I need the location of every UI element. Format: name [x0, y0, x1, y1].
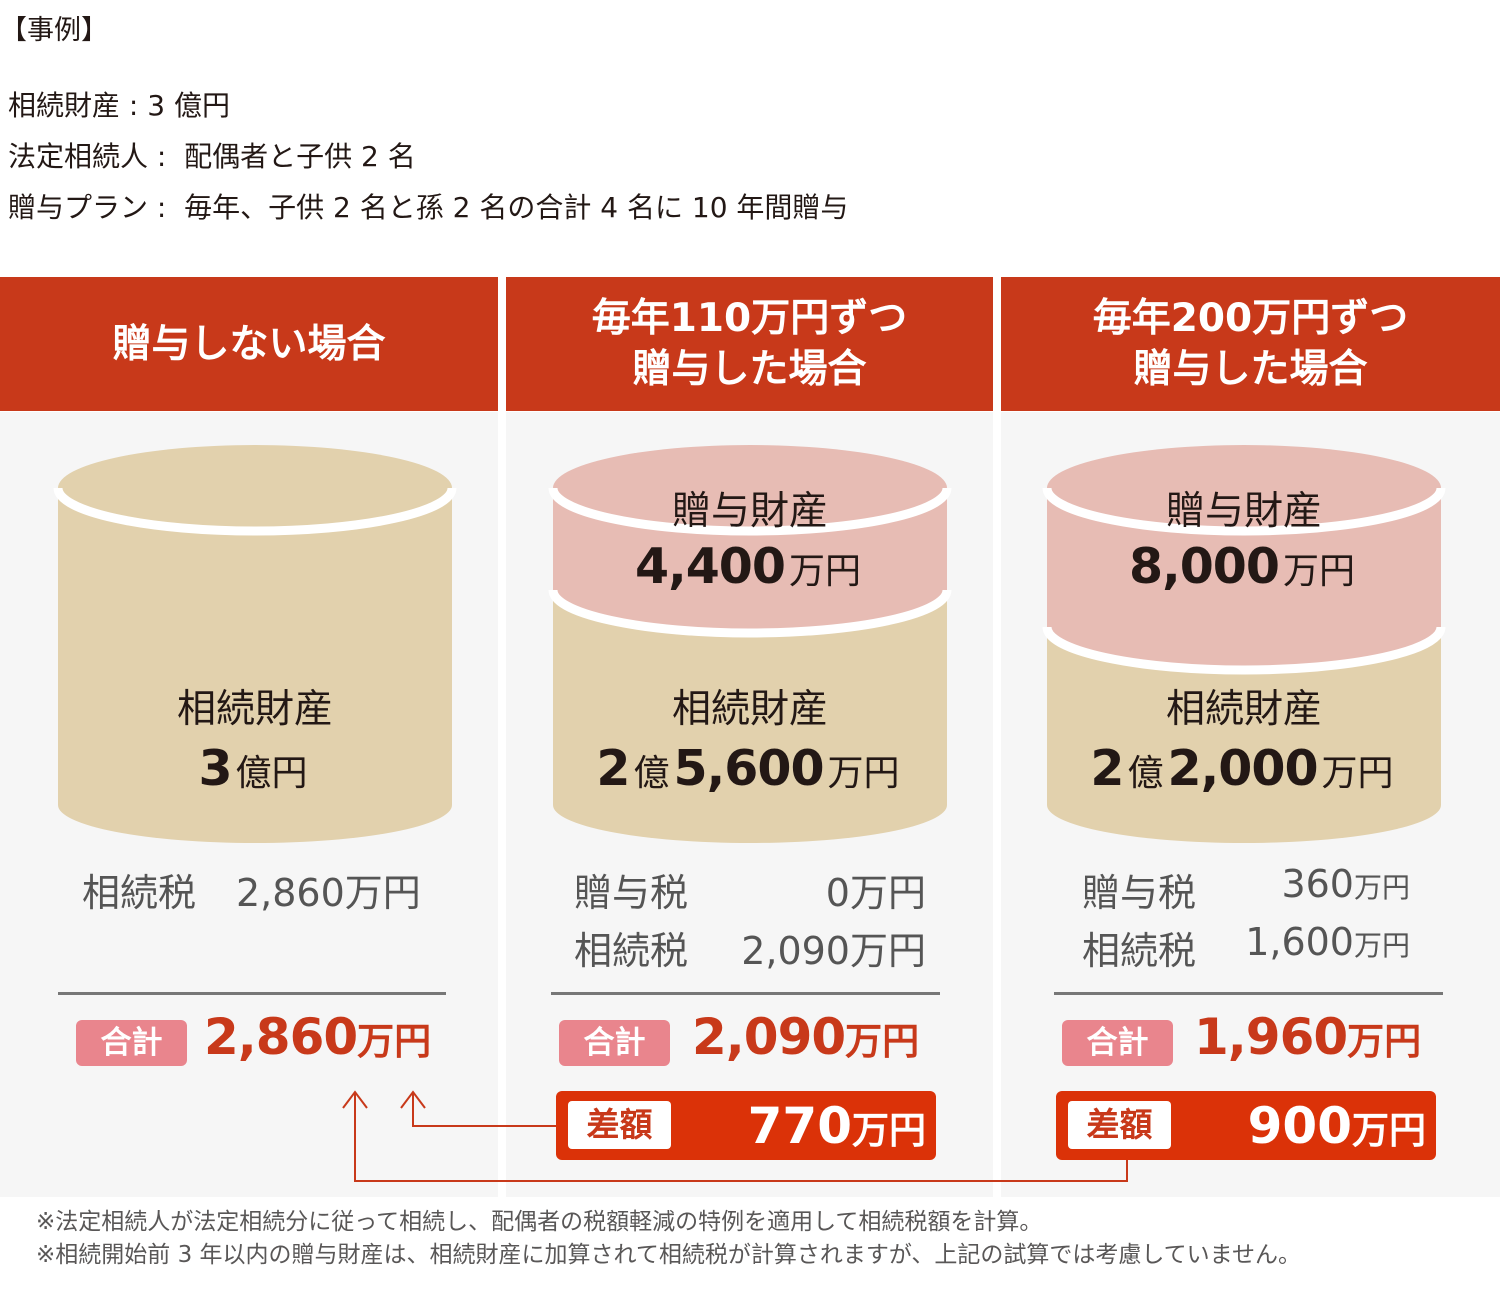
inheritance-label: 相続財産 — [671, 687, 829, 732]
inheritance-oku: 2 — [596, 740, 630, 797]
difference-badge: 差額 — [1068, 1101, 1171, 1149]
tax-unit: 万円 — [344, 871, 421, 915]
arrow-connector-200 — [354, 1092, 1128, 1182]
divider — [551, 992, 940, 995]
arrow-head-110 — [400, 1090, 426, 1109]
inheritance-value: 3 億円 — [198, 742, 311, 801]
inheritance-oku-unit: 億 — [633, 753, 670, 794]
gift-unit: 万円 — [788, 551, 862, 592]
total-unit: 万円 — [845, 1020, 920, 1063]
difference-box-110: 差額 770万円 — [556, 1091, 936, 1160]
footnote: ※相続開始前 3 年以内の贈与財産は、相続財産に加算されて相続税が計算されますが… — [36, 1242, 1301, 1268]
gift-label: 贈与財産 — [1165, 489, 1323, 534]
gift-value: 4,400 万円 — [635, 540, 865, 599]
tax-label: 贈与税 — [574, 871, 689, 915]
divider — [1054, 992, 1443, 995]
tax-value: 2,860万円 — [236, 862, 421, 917]
case-plan: 贈与プラン : 毎年、子供 2 名と孫 2 名の合計 4 名に 10 年間贈与 — [8, 191, 849, 224]
total-unit: 万円 — [357, 1020, 432, 1063]
tax-label: 相続税 — [574, 929, 689, 973]
case-estate: 相続財産 : 3 億円 — [8, 89, 230, 122]
tax-value: 1,600万円 — [1245, 920, 1410, 964]
tax-amount: 2,090 — [741, 929, 850, 973]
total-value: 1,960万円 — [1194, 1008, 1421, 1066]
inheritance-label: 相続財産 — [1165, 687, 1323, 732]
inheritance-man-unit: 万円 — [827, 753, 900, 794]
column-header-line: 贈与した場合 — [632, 347, 867, 392]
tax-amount: 2,860 — [236, 871, 345, 915]
case-heirs: 法定相続人 : 配偶者と子供 2 名 — [8, 140, 416, 173]
tax-unit: 万円 — [849, 929, 926, 973]
tax-amount: 0 — [825, 871, 850, 915]
column-header-line: 毎年200万円ずつ — [1092, 296, 1409, 341]
tax-value: 2,090万円 — [741, 920, 926, 975]
total-amount: 1,960 — [1194, 1008, 1348, 1066]
inheritance-man-unit: 万円 — [1321, 753, 1394, 794]
difference-amount: 770 — [747, 1097, 852, 1155]
column-header-line: 贈与した場合 — [1133, 347, 1368, 392]
difference-amount: 900 — [1247, 1097, 1352, 1155]
tax-amount: 1,600 — [1245, 920, 1354, 964]
total-amount: 2,090 — [692, 1008, 846, 1066]
tax-label: 贈与税 — [1082, 871, 1197, 915]
difference-unit: 万円 — [1352, 1109, 1426, 1152]
total-unit: 万円 — [1347, 1020, 1422, 1063]
total-value: 2,090万円 — [692, 1008, 919, 1066]
total-badge: 合計 — [559, 1020, 670, 1066]
difference-unit: 万円 — [852, 1109, 926, 1152]
total-badge: 合計 — [1062, 1020, 1173, 1066]
difference-box-200: 差額 900万円 — [1056, 1091, 1436, 1160]
inheritance-value: 2 億2,000 万円 — [1090, 742, 1397, 801]
footnote: ※法定相続人が法定相続分に従って相続し、配偶者の税額軽減の特例を適用して相続税額… — [36, 1209, 1043, 1235]
tax-unit: 万円 — [849, 871, 926, 915]
column-header-200: 毎年200万円ずつ 贈与した場合 — [1001, 277, 1500, 411]
inheritance-man: 5,600 — [673, 740, 825, 797]
inheritance-oku-unit: 億円 — [235, 753, 308, 794]
total-value: 2,860万円 — [204, 1008, 431, 1066]
difference-value: 900万円 — [1248, 1097, 1426, 1155]
difference-badge: 差額 — [568, 1101, 671, 1149]
gift-unit: 万円 — [1282, 551, 1356, 592]
inheritance-oku: 2 — [1090, 740, 1124, 797]
inheritance-value: 2 億5,600 万円 — [596, 742, 903, 801]
column-header-line: 毎年110万円ずつ — [591, 296, 908, 341]
tax-label: 相続税 — [1082, 929, 1197, 973]
total-amount: 2,860 — [204, 1008, 358, 1066]
tax-unit: 万円 — [1353, 871, 1410, 904]
tax-unit: 万円 — [1353, 929, 1410, 962]
gift-value: 8,000 万円 — [1129, 540, 1359, 599]
tax-value: 360万円 — [1281, 862, 1410, 906]
column-header-110: 毎年110万円ずつ 贈与した場合 — [506, 277, 993, 411]
total-badge: 合計 — [76, 1020, 187, 1066]
page-title: 【事例】 — [0, 15, 108, 46]
inheritance-oku: 3 — [198, 740, 232, 797]
gift-num: 8,000 — [1128, 538, 1280, 595]
tax-value: 0万円 — [826, 862, 926, 917]
divider — [58, 992, 446, 995]
inheritance-man: 2,000 — [1167, 740, 1319, 797]
gift-num: 4,400 — [634, 538, 786, 595]
arrow-head-200 — [342, 1090, 368, 1109]
difference-value: 770万円 — [748, 1097, 926, 1155]
tax-amount: 360 — [1281, 862, 1354, 906]
column-header-no-gift: 贈与しない場合 — [0, 277, 498, 411]
column-header-line: 贈与しない場合 — [112, 321, 386, 367]
arrow-connector-110 — [412, 1092, 556, 1127]
inheritance-oku-unit: 億 — [1127, 753, 1164, 794]
tax-label: 相続税 — [82, 871, 197, 915]
gift-label: 贈与財産 — [671, 489, 829, 534]
inheritance-label: 相続財産 — [176, 687, 334, 732]
